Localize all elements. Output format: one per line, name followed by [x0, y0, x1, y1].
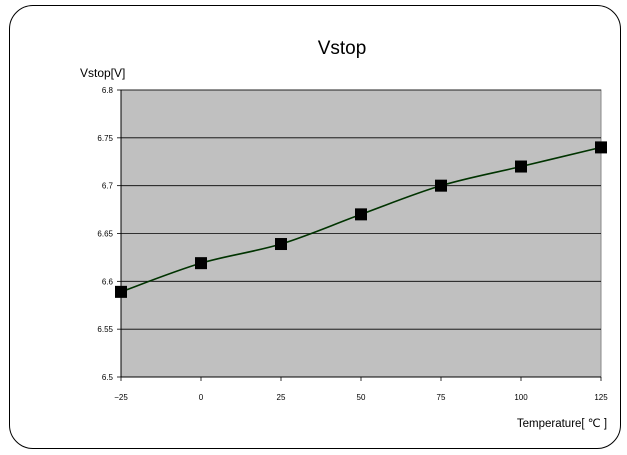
- data-point: [275, 238, 287, 251]
- x-axis-label: Temperature[ ℃ ]: [517, 418, 607, 430]
- y-axis-label: Vstop[V]: [80, 66, 125, 80]
- y-tick-label: 6.8: [102, 86, 114, 95]
- y-tick-label: 6.5: [102, 373, 114, 382]
- x-tick-label: 125: [594, 393, 608, 402]
- x-tick-label: 50: [357, 393, 366, 402]
- data-point: [115, 285, 127, 298]
- chart-title: Vstop: [318, 38, 367, 59]
- data-markers: [115, 141, 607, 298]
- y-tick-labels: 6.5 6.55 6.6 6.65 6.7 6.75 6.8: [97, 86, 113, 382]
- y-tick-label: 6.65: [97, 230, 113, 239]
- data-point: [355, 208, 367, 221]
- x-tick-label: −25: [114, 393, 128, 402]
- x-tick-labels: −25 0 25 50 75 100 125: [114, 393, 608, 402]
- axes: [117, 89, 602, 381]
- data-point: [595, 141, 607, 154]
- x-tick-label: 25: [277, 393, 286, 402]
- x-tick-label: 100: [514, 393, 528, 402]
- x-tick-label: 0: [199, 393, 204, 402]
- gridlines: [121, 89, 601, 378]
- data-point: [195, 257, 207, 270]
- y-tick-label: 6.75: [97, 134, 113, 143]
- data-point: [515, 160, 527, 173]
- x-tick-label: 75: [437, 393, 446, 402]
- data-point: [435, 179, 447, 192]
- y-tick-label: 6.6: [102, 277, 114, 286]
- y-tick-label: 6.7: [102, 182, 114, 191]
- y-tick-label: 6.55: [97, 325, 113, 334]
